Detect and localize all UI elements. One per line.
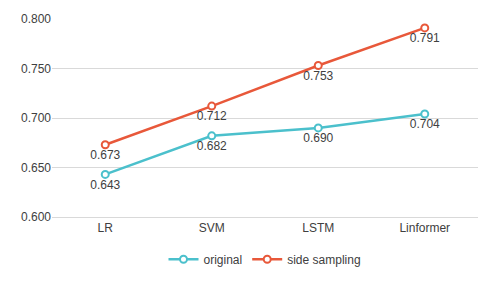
svg-text:0.690: 0.690 — [303, 131, 333, 145]
svg-text:LR: LR — [98, 221, 114, 235]
svg-text:0.753: 0.753 — [303, 69, 333, 83]
svg-text:0.673: 0.673 — [90, 148, 120, 162]
svg-text:0.682: 0.682 — [197, 139, 227, 153]
svg-text:0.700: 0.700 — [21, 111, 51, 125]
svg-text:0.750: 0.750 — [21, 62, 51, 76]
svg-text:side sampling: side sampling — [287, 253, 360, 267]
svg-text:0.800: 0.800 — [21, 12, 51, 26]
svg-text:original: original — [204, 253, 243, 267]
svg-text:0.650: 0.650 — [21, 161, 51, 175]
svg-text:0.704: 0.704 — [410, 117, 440, 131]
svg-text:0.600: 0.600 — [21, 210, 51, 224]
svg-text:0.643: 0.643 — [90, 178, 120, 192]
svg-text:Linformer: Linformer — [399, 221, 450, 235]
svg-text:SVM: SVM — [199, 221, 225, 235]
svg-text:0.791: 0.791 — [410, 31, 440, 45]
svg-text:0.712: 0.712 — [197, 109, 227, 123]
svg-text:LSTM: LSTM — [302, 221, 334, 235]
